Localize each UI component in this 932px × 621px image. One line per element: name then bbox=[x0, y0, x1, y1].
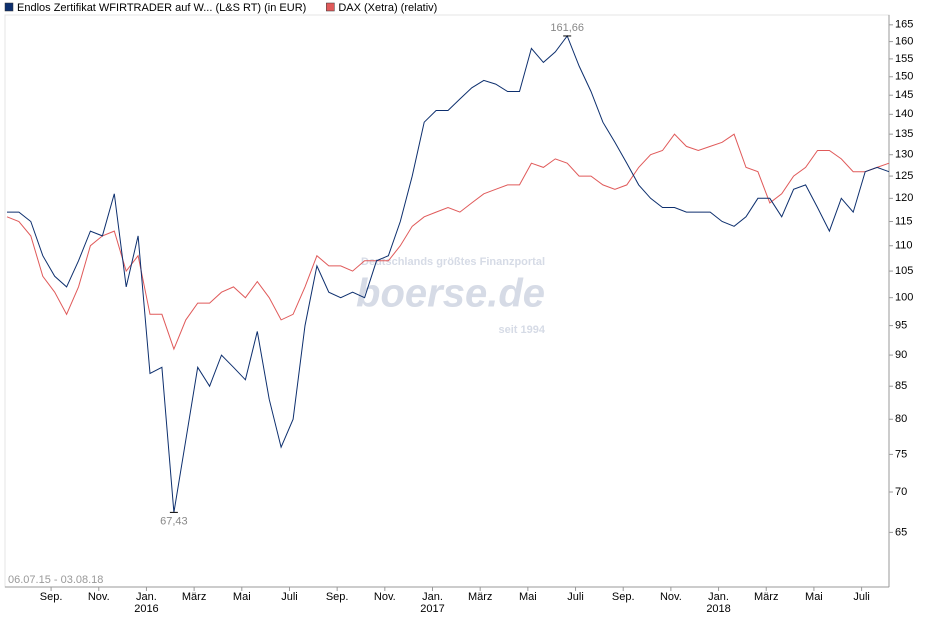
x-tick-label: Juli bbox=[281, 591, 298, 603]
y-tick-label: 70 bbox=[895, 486, 907, 498]
x-tick-label: Mai bbox=[805, 591, 823, 603]
x-year-label: 2016 bbox=[134, 603, 158, 615]
date-range: 06.07.15 - 03.08.18 bbox=[8, 574, 103, 586]
x-tick-label: Nov. bbox=[660, 591, 682, 603]
x-tick-label: März bbox=[468, 591, 492, 603]
y-tick-label: 165 bbox=[895, 19, 913, 31]
legend-swatch bbox=[4, 2, 14, 12]
y-tick-label: 125 bbox=[895, 170, 913, 182]
y-tick-label: 85 bbox=[895, 380, 907, 392]
y-tick-label: 105 bbox=[895, 265, 913, 277]
legend-label: Endlos Zertifikat WFIRTRADER auf W... (L… bbox=[17, 2, 306, 14]
legend-label: DAX (Xetra) (relativ) bbox=[338, 2, 437, 14]
x-tick-label: März bbox=[754, 591, 778, 603]
watermark-since: seit 1994 bbox=[499, 324, 546, 336]
series-line bbox=[6, 133, 890, 351]
y-tick-label: 135 bbox=[895, 128, 913, 140]
x-tick-label: Jan. bbox=[422, 591, 443, 603]
watermark-tagline: Deutschlands größtes Finanzportal bbox=[361, 256, 545, 268]
legend-swatch bbox=[326, 2, 335, 12]
x-tick-label: Nov. bbox=[88, 591, 110, 603]
x-tick-label: März bbox=[182, 591, 206, 603]
x-tick-label: Jan. bbox=[708, 591, 729, 603]
watermark-brand: boerse.de bbox=[356, 272, 545, 316]
y-tick-label: 65 bbox=[895, 526, 907, 538]
x-tick-label: Mai bbox=[233, 591, 251, 603]
y-tick-label: 150 bbox=[895, 71, 913, 83]
extreme-label: 67,43 bbox=[160, 515, 188, 527]
extreme-label: 161,66 bbox=[550, 22, 584, 34]
x-year-label: 2017 bbox=[420, 603, 444, 615]
y-tick-label: 110 bbox=[895, 240, 913, 252]
y-tick-label: 145 bbox=[895, 89, 913, 101]
x-tick-label: Nov. bbox=[374, 591, 396, 603]
x-tick-label: Jan. bbox=[136, 591, 157, 603]
x-tick-label: Mai bbox=[519, 591, 537, 603]
x-year-label: 2018 bbox=[706, 603, 730, 615]
x-tick-label: Juli bbox=[853, 591, 870, 603]
y-tick-label: 75 bbox=[895, 448, 907, 460]
y-tick-label: 90 bbox=[895, 349, 907, 361]
y-tick-label: 100 bbox=[895, 292, 913, 304]
series-line bbox=[7, 34, 890, 513]
y-tick-label: 95 bbox=[895, 320, 907, 332]
y-tick-label: 155 bbox=[895, 53, 913, 65]
y-tick-label: 115 bbox=[895, 215, 913, 227]
y-tick-label: 120 bbox=[895, 192, 913, 204]
x-tick-label: Sep. bbox=[40, 591, 63, 603]
y-tick-label: 160 bbox=[895, 35, 913, 47]
x-tick-label: Juli bbox=[567, 591, 584, 603]
x-tick-label: Sep. bbox=[326, 591, 349, 603]
y-tick-label: 80 bbox=[895, 413, 907, 425]
x-tick-label: Sep. bbox=[612, 591, 635, 603]
y-tick-label: 140 bbox=[895, 108, 913, 120]
y-tick-label: 130 bbox=[895, 149, 913, 161]
